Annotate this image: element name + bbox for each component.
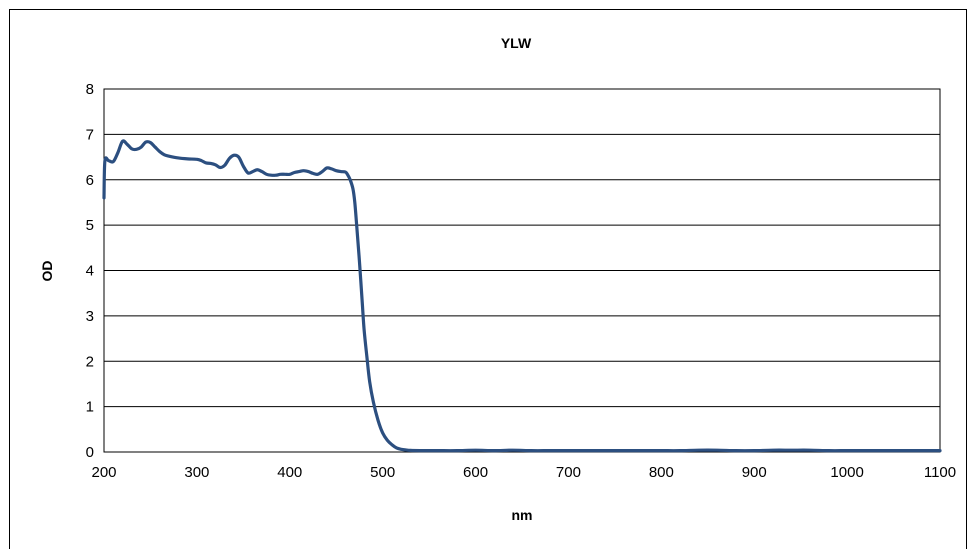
x-tick-label: 400 <box>277 464 302 481</box>
y-tick-label: 4 <box>86 263 94 280</box>
x-tick-label: 300 <box>184 464 209 481</box>
y-tick-label: 3 <box>86 308 94 325</box>
x-axis-title: nm <box>512 507 533 523</box>
chart-title: YLW <box>501 35 532 51</box>
x-tick-label: 800 <box>649 464 674 481</box>
x-tick-label: 700 <box>556 464 581 481</box>
x-tick-label: 200 <box>91 464 116 481</box>
series-layer <box>102 139 942 453</box>
y-tick-label: 6 <box>86 172 94 189</box>
y-tick-label: 8 <box>86 81 94 98</box>
y-tick-label: 2 <box>86 353 94 370</box>
plot-area <box>103 88 941 453</box>
y-axis-ticks: 0 1 2 3 4 5 6 7 8 <box>86 81 94 461</box>
chart-frame <box>9 9 967 549</box>
x-tick-label: 600 <box>463 464 488 481</box>
y-tick-label: 7 <box>86 126 94 143</box>
x-axis-ticks: 200 300 400 500 600 700 800 900 1000 1100 <box>91 464 956 481</box>
y-tick-label: 5 <box>86 217 94 234</box>
y-tick-label: 0 <box>86 444 94 461</box>
x-tick-label: 1000 <box>830 464 863 481</box>
y-tick-label: 1 <box>86 399 94 416</box>
x-tick-label: 500 <box>370 464 395 481</box>
x-tick-label: 1100 <box>924 464 956 481</box>
series-line-0 <box>102 139 942 453</box>
y-axis-title: OD <box>39 261 55 282</box>
x-tick-label: 900 <box>742 464 767 481</box>
gridlines <box>104 88 940 453</box>
